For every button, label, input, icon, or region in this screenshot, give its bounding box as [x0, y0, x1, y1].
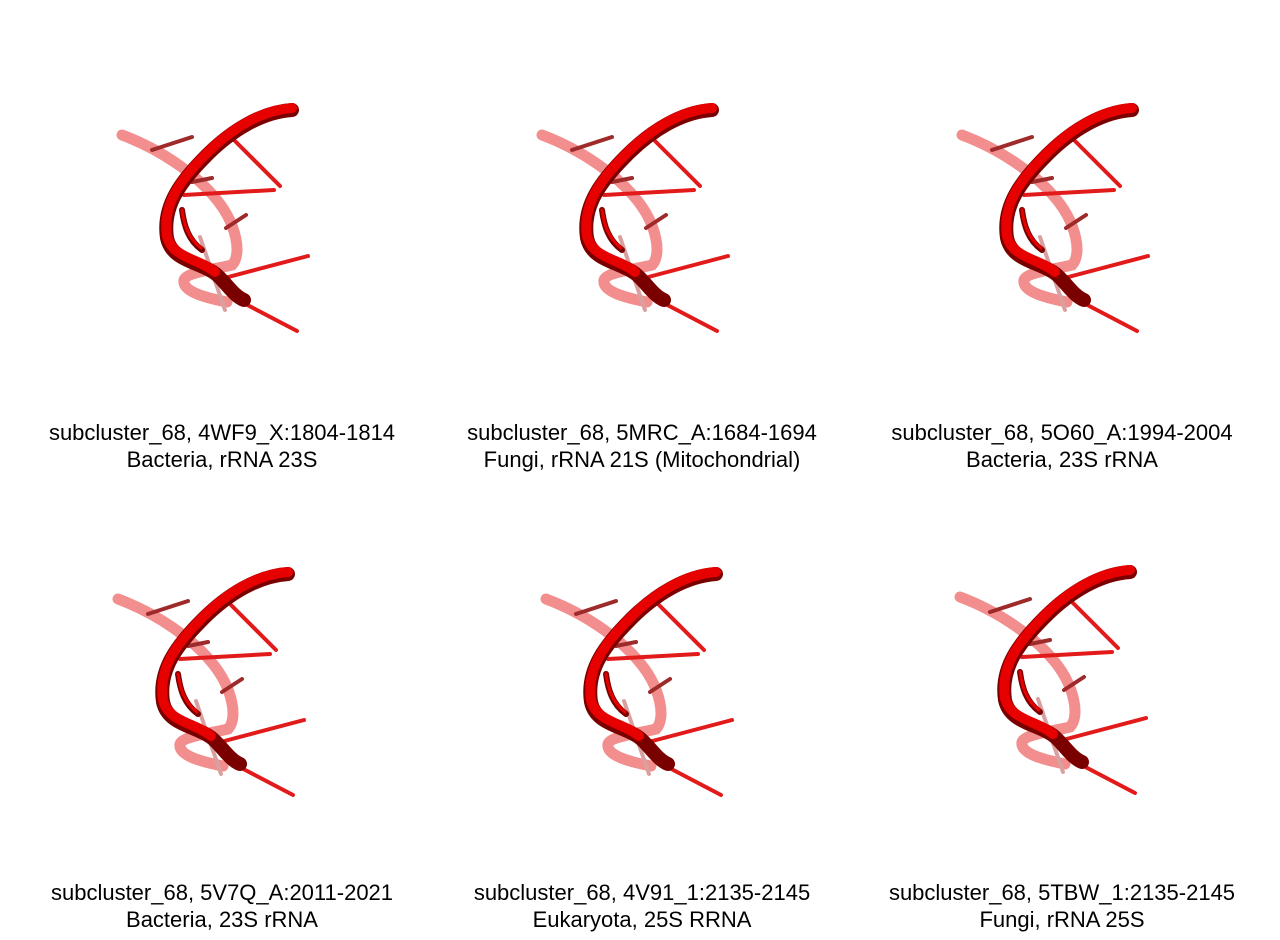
base-stick	[606, 652, 700, 661]
structure-panel-1: subcluster_68, 4WF9_X:1804-1814 Bacteria…	[12, 0, 432, 472]
base-stick	[614, 640, 638, 648]
base-stick	[1064, 213, 1088, 230]
base-stick	[988, 597, 1032, 614]
inner-strand-highlight	[180, 208, 203, 250]
panel-subtitle: Fungi, rRNA 21S (Mitochondrial)	[483, 447, 801, 472]
base-stick	[178, 652, 272, 661]
panel-caption: subcluster_68, 4V91_1:2135-2145 Eukaryot…	[432, 879, 852, 933]
panel-caption: subcluster_68, 4WF9_X:1804-1814 Bacteria…	[12, 419, 432, 473]
base-stick	[1028, 638, 1052, 646]
base-stick	[639, 718, 734, 746]
structure-panel-3: subcluster_68, 5O60_A:1994-2004 Bacteria…	[852, 0, 1272, 472]
panel-title: subcluster_68, 5O60_A:1994-2004	[891, 420, 1233, 445]
base-stick	[656, 602, 706, 652]
panel-subtitle: Bacteria, 23S rRNA	[126, 907, 318, 932]
base-stick	[1070, 600, 1120, 650]
base-stick	[652, 138, 702, 188]
rna-structure-render	[956, 103, 1150, 333]
base-stick	[1055, 254, 1150, 282]
back-strand	[954, 591, 1081, 770]
back-strand	[536, 129, 663, 308]
inner-strand-highlight	[1018, 670, 1041, 712]
base-stick	[1072, 138, 1122, 188]
back-strand	[112, 593, 239, 772]
inner-strand	[1019, 207, 1045, 253]
panel-caption: subcluster_68, 5V7Q_A:2011-2021 Bacteria…	[12, 879, 432, 933]
structure-panel-2: subcluster_68, 5MRC_A:1684-1694 Fungi, r…	[432, 0, 852, 472]
base-stick	[610, 176, 634, 184]
base-stick	[602, 188, 696, 197]
panel-caption: subcluster_68, 5O60_A:1994-2004 Bacteria…	[852, 419, 1272, 473]
panel-caption: subcluster_68, 5MRC_A:1684-1694 Fungi, r…	[432, 419, 852, 473]
front-strand	[999, 565, 1135, 739]
panel-subtitle: Fungi, rRNA 25S	[979, 907, 1145, 932]
rna-model	[956, 103, 1150, 333]
structure-panel-5: subcluster_68, 4V91_1:2135-2145 Eukaryot…	[432, 462, 852, 932]
rna-structure-render	[116, 103, 310, 333]
base-stick	[186, 640, 210, 648]
panel-title: subcluster_68, 4WF9_X:1804-1814	[48, 420, 396, 445]
panel-subtitle: Bacteria, 23S rRNA	[966, 447, 1158, 472]
base-stick	[1022, 188, 1116, 197]
base-stick	[1030, 176, 1054, 184]
base-stick	[232, 138, 282, 188]
structure-panel-6: subcluster_68, 5TBW_1:2135-2145 Fungi, r…	[852, 462, 1272, 932]
inner-strand	[1017, 669, 1043, 715]
inner-strand	[603, 671, 629, 717]
rna-model	[540, 567, 734, 797]
inner-strand-highlight	[176, 672, 199, 714]
base-stick	[182, 188, 276, 197]
back-strand	[956, 129, 1083, 308]
back-strand	[116, 129, 243, 308]
panel-title: subcluster_68, 5V7Q_A:2011-2021	[50, 880, 394, 905]
base-stick	[574, 599, 618, 616]
base-stick	[990, 135, 1034, 152]
rna-model	[536, 103, 730, 333]
base-stick	[635, 254, 730, 282]
rna-model	[954, 565, 1148, 795]
rna-structure-render	[536, 103, 730, 333]
front-strand	[581, 103, 717, 277]
rna-model	[116, 103, 310, 333]
inner-strand	[175, 671, 201, 717]
base-stick	[211, 718, 306, 746]
base-stick	[570, 135, 614, 152]
base-stick	[228, 602, 278, 652]
base-stick	[220, 677, 244, 694]
panel-subtitle: Bacteria, rRNA 23S	[126, 447, 318, 472]
front-strand	[161, 103, 297, 277]
rna-structure-render	[112, 567, 306, 797]
front-strand	[585, 567, 721, 741]
rna-model	[112, 567, 306, 797]
base-stick	[644, 213, 668, 230]
base-stick	[1020, 650, 1114, 659]
base-stick	[215, 254, 310, 282]
base-stick	[224, 213, 248, 230]
inner-strand	[599, 207, 625, 253]
structure-panel-4: subcluster_68, 5V7Q_A:2011-2021 Bacteria…	[12, 462, 432, 932]
base-stick	[146, 599, 190, 616]
panel-title: subcluster_68, 4V91_1:2135-2145	[473, 880, 811, 905]
base-stick	[648, 677, 672, 694]
base-stick	[190, 176, 214, 184]
front-strand	[157, 567, 293, 741]
inner-strand	[179, 207, 205, 253]
base-stick	[150, 135, 194, 152]
inner-strand-highlight	[1020, 208, 1043, 250]
inner-strand-highlight	[600, 208, 623, 250]
inner-strand-highlight	[604, 672, 627, 714]
front-strand	[1001, 103, 1137, 277]
rna-structure-render	[954, 565, 1148, 795]
rna-structure-render	[540, 567, 734, 797]
panel-caption: subcluster_68, 5TBW_1:2135-2145 Fungi, r…	[852, 879, 1272, 933]
base-stick	[1062, 675, 1086, 692]
back-strand	[540, 593, 667, 772]
panel-subtitle: Eukaryota, 25S RRNA	[532, 907, 752, 932]
base-stick	[1053, 716, 1148, 744]
panel-title: subcluster_68, 5MRC_A:1684-1694	[467, 420, 817, 445]
panel-title: subcluster_68, 5TBW_1:2135-2145	[888, 880, 1236, 905]
